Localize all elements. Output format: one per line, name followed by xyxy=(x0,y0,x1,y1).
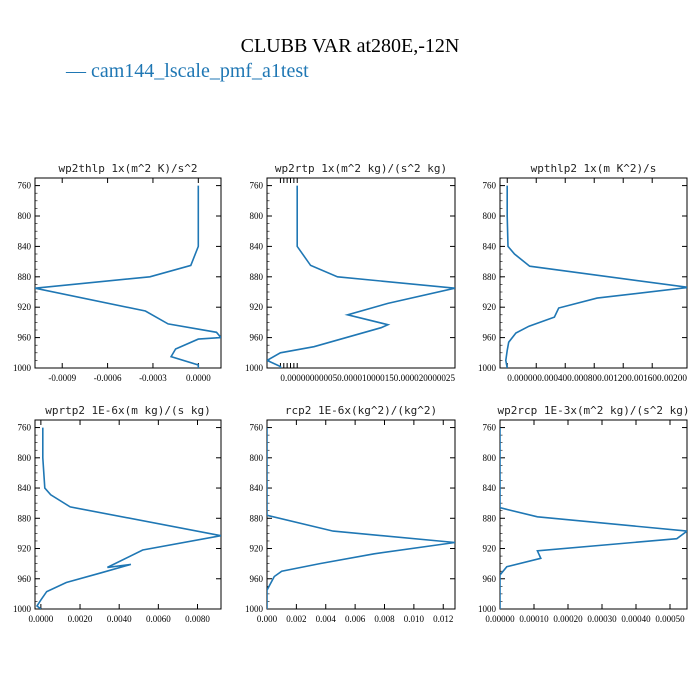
series-line xyxy=(35,427,221,609)
x-tick-label: 0.000 xyxy=(257,614,278,624)
plot-frame xyxy=(499,419,688,610)
x-tick-label: 0.002 xyxy=(286,614,306,624)
y-tick-label: 800 xyxy=(483,453,497,463)
y-tick-label: 1000 xyxy=(13,604,32,614)
panel-title: rcp2 1E-6x(kg^2)/(kg^2) xyxy=(285,404,437,417)
panel-1: wp2thlp 1x(m^2 K)/s^2 760 800 840 880 920 960 1… xyxy=(13,162,222,383)
series-line xyxy=(504,185,687,368)
y-tick-label: 840 xyxy=(250,483,264,493)
y-tick-label: 880 xyxy=(250,513,264,523)
y-tick-label: 920 xyxy=(250,302,264,312)
y-tick-label: 760 xyxy=(483,181,497,191)
x-tick-label: -0.0009 xyxy=(48,373,76,383)
y-tick-label: 1000 xyxy=(245,363,264,373)
plot-frame xyxy=(34,177,222,369)
panel-5: rcp2 1E-6x(kg^2)/(kg^2) 760 800 840 880 920 96… xyxy=(245,404,456,624)
x-tick-label: 0.00000 xyxy=(485,614,515,624)
panel-title: wp2thlp 1x(m^2 K)/s^2 xyxy=(58,162,197,175)
x-tick-label: -0.0006 xyxy=(94,373,122,383)
y-tick-label: 760 xyxy=(18,423,32,433)
panel-title: wpthlp2 1x(m K^2)/s xyxy=(531,162,657,175)
y-tick-label: 800 xyxy=(483,211,497,221)
y-tick-label: 960 xyxy=(250,574,264,584)
y-tick-label: 840 xyxy=(18,241,32,251)
x-tick-labels-overlapping: 0.000000.000400.000800.001200.001600.002… xyxy=(507,373,687,383)
x-tick-label: 0.0040 xyxy=(107,614,132,624)
y-tick-label: 800 xyxy=(18,211,32,221)
x-tick-label: 0.004 xyxy=(316,614,337,624)
y-tick-label: 920 xyxy=(18,544,32,554)
figure-title: CLUBB VAR at280E,-12N xyxy=(240,35,460,57)
y-tick-label: 880 xyxy=(18,513,32,523)
series-line xyxy=(267,427,455,609)
y-tick-label: 880 xyxy=(483,272,497,282)
y-tick-label: 800 xyxy=(18,453,32,463)
legend-label: cam144_lscale_pmf_a1test xyxy=(91,60,309,82)
plot-frame xyxy=(266,177,456,369)
x-tick-label: 0.00030 xyxy=(587,614,617,624)
x-tick-label: 0.00020 xyxy=(553,614,583,624)
x-tick-label: -0.0003 xyxy=(139,373,167,383)
y-tick-label: 920 xyxy=(483,544,497,554)
y-tick-label: 1000 xyxy=(245,604,264,614)
series-line xyxy=(35,185,221,368)
y-tick-label: 840 xyxy=(250,241,264,251)
y-tick-label: 840 xyxy=(483,241,497,251)
y-tick-label: 1000 xyxy=(478,363,497,373)
legend-line-icon: — xyxy=(66,60,86,82)
x-tick-label: 0.008 xyxy=(374,614,395,624)
x-tick-label: 0.00010 xyxy=(519,614,549,624)
x-tick-label: 0.00050 xyxy=(655,614,685,624)
y-tick-label: 1000 xyxy=(13,363,32,373)
y-tick-label: 960 xyxy=(18,333,32,343)
y-tick-label: 920 xyxy=(250,544,264,554)
y-tick-label: 880 xyxy=(483,513,497,523)
y-tick-label: 760 xyxy=(483,423,497,433)
y-tick-label: 840 xyxy=(483,483,497,493)
plot-frame xyxy=(266,419,456,610)
plot-frame xyxy=(34,419,222,610)
x-tick-label: 0.0020 xyxy=(68,614,93,624)
x-tick-label: 0.012 xyxy=(433,614,453,624)
y-tick-label: 1000 xyxy=(478,604,497,614)
x-tick-label: 0.0080 xyxy=(185,614,210,624)
x-tick-label: 0.006 xyxy=(345,614,366,624)
panel-6: wp2rcp 1E-3x(m^2 kg)/(s^2 kg)760 800 840 88… xyxy=(478,404,690,624)
panel-title: wp2rtp 1x(m^2 kg)/(s^2 kg) xyxy=(275,162,447,175)
y-tick-label: 880 xyxy=(250,272,264,282)
x-tick-label: 0.0000 xyxy=(186,373,211,383)
panel-4: wprtp2 1E-6x(m kg)/(s kg) 760 800 840 880 920… xyxy=(13,404,222,624)
legend: — cam144_lscale_pmf_a1test xyxy=(66,60,309,83)
panel-title: wp2rcp 1E-3x(m^2 kg)/(s^2 kg) xyxy=(497,404,689,417)
y-tick-label: 960 xyxy=(483,333,497,343)
y-tick-label: 840 xyxy=(18,483,32,493)
x-tick-label: 0.0060 xyxy=(146,614,171,624)
y-tick-label: 760 xyxy=(18,181,32,191)
y-tick-label: 760 xyxy=(250,181,264,191)
y-tick-label: 960 xyxy=(18,574,32,584)
series-line xyxy=(267,185,455,368)
y-tick-label: 920 xyxy=(18,302,32,312)
panel-3: wpthlp2 1x(m K^2)/s 760 800 840 880 920 960 100… xyxy=(478,162,688,383)
x-tick-label: 0.0000 xyxy=(28,614,53,624)
y-tick-label: 960 xyxy=(483,574,497,584)
x-tick-label: 0.00040 xyxy=(621,614,651,624)
y-tick-label: 800 xyxy=(250,453,264,463)
series-line xyxy=(500,427,687,609)
y-tick-label: 960 xyxy=(250,333,264,343)
y-tick-label: 800 xyxy=(250,211,264,221)
y-tick-label: 920 xyxy=(483,302,497,312)
x-tick-label: 0.010 xyxy=(404,614,425,624)
panel-title: wprtp2 1E-6x(m kg)/(s kg) xyxy=(45,404,211,417)
panel-2: wp2rtp 1x(m^2 kg)/(s^2 kg) 760 800 840 880 92… xyxy=(245,162,456,383)
y-tick-label: 880 xyxy=(18,272,32,282)
x-tick-labels-overlapping: 0.000000000050.000010000150.000020000025 xyxy=(280,373,455,383)
y-tick-label: 760 xyxy=(250,423,264,433)
plot-frame xyxy=(499,177,688,369)
